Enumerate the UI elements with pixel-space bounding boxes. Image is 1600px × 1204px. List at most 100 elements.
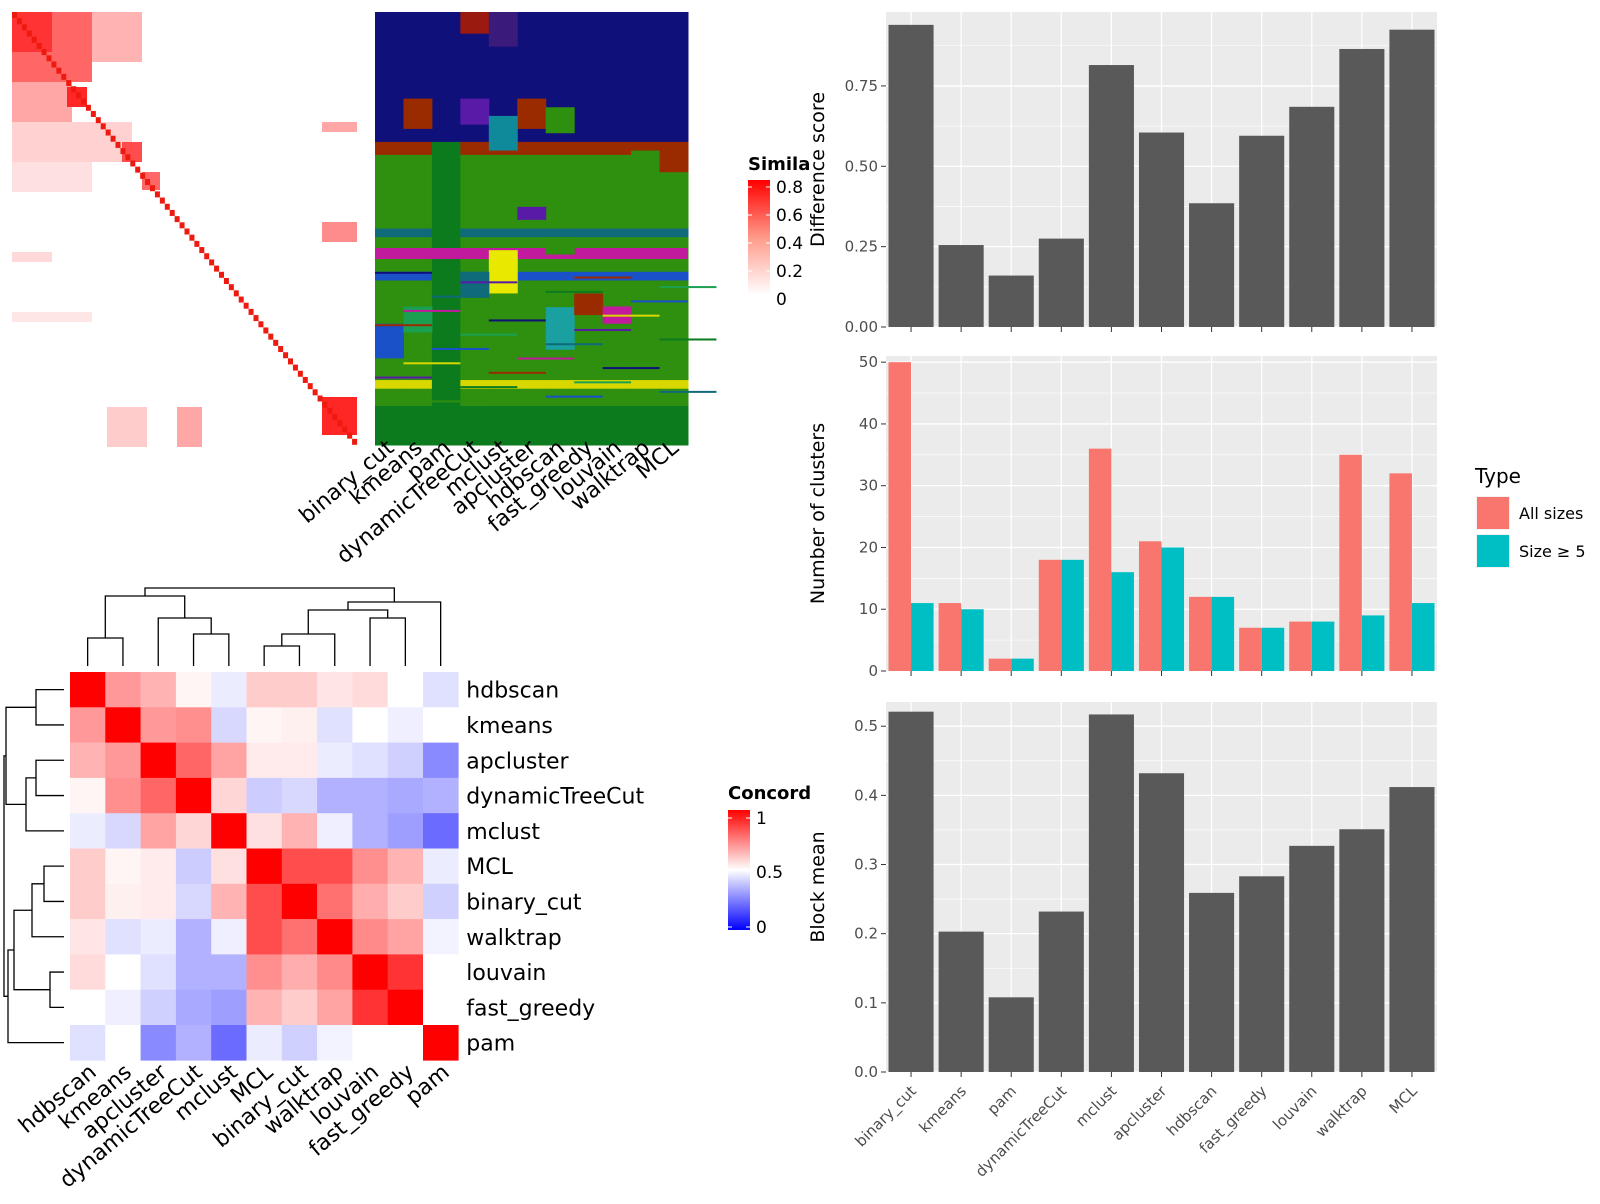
- x-tick-label: binary_cut: [852, 1082, 921, 1151]
- concordance-cell: [105, 707, 141, 743]
- concordance-row-label: binary_cut: [466, 890, 582, 915]
- cluster-label-cell: [403, 380, 433, 390]
- dendrogram-link: [3, 755, 8, 997]
- cluster-label-cell: [460, 388, 490, 407]
- similarity-diagonal-cell: [288, 358, 293, 365]
- concordance-cell: [70, 919, 106, 955]
- similarity-diagonal-cell: [100, 123, 106, 130]
- dendrogram-link: [144, 587, 395, 602]
- concordance-cell: [352, 989, 388, 1026]
- similarity-diagonal-cell: [233, 290, 239, 297]
- cluster-label-accent: [631, 150, 661, 164]
- concordance-cell: [246, 848, 283, 885]
- concordance-cell: [105, 989, 141, 1026]
- bar: [1289, 106, 1335, 327]
- cluster-label-thin-stripe: [375, 324, 432, 327]
- cluster-label-cell: [545, 380, 575, 390]
- concordance-cell: [140, 848, 177, 885]
- similarity-legend-labels: 0.8 0.6 0.4 0.2 0: [748, 178, 803, 310]
- cluster-label-cell: [631, 271, 661, 281]
- bar: [1088, 65, 1134, 328]
- similarity-diagonal-cell: [184, 228, 190, 235]
- cluster-label-cell: [375, 271, 404, 281]
- cluster-label-thin-stripe: [659, 338, 717, 341]
- similarity-block: [177, 407, 202, 447]
- similarity-diagonal-cell: [145, 179, 151, 186]
- similarity-diagonal-cell: [41, 49, 47, 56]
- cluster-label-cell: [631, 228, 661, 238]
- cluster-label-cell: [602, 406, 632, 446]
- y-tick-label: 0.1: [854, 994, 878, 1012]
- cluster-label-thin-stripe: [545, 395, 603, 398]
- concordance-cell: [140, 742, 177, 779]
- cluster-label-thin-stripe: [488, 371, 546, 374]
- concordance-row-labels: hdbscan kmeans apcluster dynamicTreeCut mclu…: [466, 679, 644, 1057]
- cluster-label-cell: [545, 154, 575, 229]
- y-tick-label: 20: [859, 538, 878, 556]
- concordance-cell: [352, 919, 388, 955]
- concordance-row-label: dynamicTreeCut: [466, 785, 644, 810]
- similarity-diagonal-cell: [219, 271, 224, 278]
- cluster-label-cell: [431, 271, 461, 281]
- cluster-label-accent: [517, 206, 547, 220]
- concordance-cell: [281, 883, 318, 920]
- similarity-diagonal-cell: [228, 284, 234, 291]
- concordance-cell: [352, 777, 388, 814]
- cluster-label-thin-stripe: [602, 314, 660, 317]
- concordance-cell: [175, 707, 212, 743]
- y-tick-label: 10: [859, 600, 878, 618]
- concordance-cell: [211, 919, 247, 955]
- similarity-diagonal-cell: [258, 321, 264, 328]
- concordance-legend-title: Concord: [728, 783, 811, 804]
- similarity-colorbar: [748, 180, 770, 295]
- concordance-cell: [281, 777, 318, 814]
- similarity-diagonal-cell: [189, 234, 195, 241]
- similarity-diagonal-cell: [302, 376, 308, 383]
- cluster-label-accent: [375, 323, 404, 359]
- cluster-label-thin-stripe: [431, 400, 489, 403]
- cluster-label-cell: [431, 154, 461, 229]
- concordance-cell: [317, 813, 353, 849]
- x-tick-label: pam: [984, 1082, 1020, 1118]
- concordance-cell: [175, 742, 212, 779]
- similarity-diagonal-cell: [307, 383, 313, 390]
- cluster-label-cell: [431, 280, 461, 381]
- cluster-label-accent: [545, 237, 575, 255]
- bar-size-ge5: [1311, 621, 1335, 671]
- cluster-label-thin-stripe: [488, 319, 546, 322]
- cluster-label-cell: [602, 141, 632, 156]
- concordance-row-label: MCL: [466, 855, 513, 880]
- bar-all-sizes: [1289, 621, 1312, 671]
- cluster-label-cell: [574, 380, 604, 390]
- bar-size-ge5: [961, 609, 984, 671]
- cluster-label-cell: [602, 271, 632, 281]
- cluster-label-cell: [460, 406, 490, 446]
- cluster-label-thin-stripe: [574, 276, 632, 279]
- concordance-heatmap: [70, 672, 459, 1061]
- concordance-cell: [317, 919, 353, 955]
- bar-all-sizes: [1088, 448, 1112, 671]
- dendrogram-link: [281, 633, 336, 666]
- concordance-cell: [387, 813, 424, 849]
- similarity-diagonal-cell: [159, 197, 165, 204]
- cluster-label-thin-stripe: [375, 271, 432, 274]
- bar-all-sizes: [988, 658, 1012, 671]
- concordance-cell: [140, 672, 177, 708]
- cluster-label-cell: [375, 406, 404, 446]
- cluster-label-accent: [488, 250, 518, 294]
- dendrogram-link: [87, 637, 124, 666]
- concordance-cell: [140, 777, 177, 814]
- cluster-label-cell: [602, 12, 632, 143]
- concordance-cell: [317, 848, 353, 885]
- concordance-cell: [140, 989, 177, 1026]
- concordance-cell: [281, 813, 318, 849]
- cluster-label-cell: [431, 380, 461, 390]
- cluster-label-cell: [375, 12, 404, 143]
- dendrogram-link: [35, 759, 64, 797]
- similarity-diagonal-cell: [105, 129, 111, 136]
- similarity-block: [12, 122, 132, 162]
- cluster-label-cell: [574, 406, 604, 446]
- dendrogram-link: [192, 633, 230, 666]
- concordance-cell: [317, 1025, 353, 1061]
- similarity-legend: Simila 0.8 0.6 0.4 0.2 0: [748, 154, 810, 310]
